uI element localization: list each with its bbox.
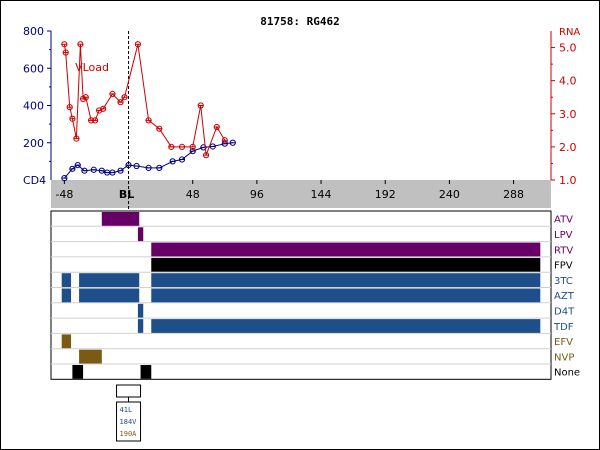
baseline-label: BL — [119, 188, 134, 201]
cd4-tick-label: 200 — [23, 137, 44, 150]
series-line-cd4 — [64, 142, 233, 179]
rna-tick-label: 2.0 — [559, 141, 577, 154]
x-tick-label: -48 — [55, 188, 73, 201]
drug-bar-d4t — [137, 303, 144, 318]
drug-label-atv: ATV — [554, 215, 573, 226]
cd4-axis-label: CD4 — [23, 174, 46, 187]
cd4-tick-label: 400 — [23, 100, 44, 113]
x-axis-band — [51, 180, 551, 208]
drug-bar-none — [72, 365, 84, 379]
cd4-tick-label: 600 — [23, 62, 44, 75]
rna-tick-label: 5.0 — [559, 42, 577, 55]
drug-bar-rtv — [151, 242, 541, 257]
drug-bar-3tc — [61, 273, 72, 287]
x-tick-label: 96 — [250, 188, 264, 201]
drug-label-fpv: FPV — [554, 261, 573, 272]
drug-label-lpv: LPV — [554, 230, 573, 241]
chart-title: 81758: RG462 — [260, 15, 339, 28]
x-tick-label: 144 — [311, 188, 332, 201]
x-tick-label: 192 — [375, 188, 396, 201]
mutation-marker — [116, 384, 142, 398]
drug-bar-3tc — [79, 273, 140, 287]
x-tick-label: 48 — [186, 188, 200, 201]
drug-label-none: None — [554, 368, 580, 379]
rna-tick-label: 4.0 — [559, 75, 577, 88]
drug-bar-azt — [151, 288, 541, 303]
drug-bar-none — [140, 365, 152, 379]
drug-label-efv: EFV — [554, 337, 573, 348]
drug-bar-fpv — [151, 257, 541, 272]
vload-annotation: VLoad — [75, 61, 109, 74]
drug-label-nvp: NVP — [554, 352, 574, 363]
drug-bar-atv — [101, 212, 140, 226]
rna-tick-label: 1.0 — [559, 174, 577, 187]
x-tick-label: 288 — [503, 188, 524, 201]
drug-label-d4t: D4T — [554, 306, 575, 317]
drug-bar-tdf — [151, 319, 541, 333]
drug-bar-3tc — [151, 273, 541, 287]
drug-label-3tc: 3TC — [554, 276, 573, 287]
mutation-label: 190A — [120, 430, 138, 438]
drug-bar-nvp — [79, 349, 102, 364]
mutation-label: 41L — [120, 406, 133, 414]
mutation-list-box — [116, 401, 142, 442]
x-tick-label: 240 — [439, 188, 460, 201]
drug-bar-efv — [61, 334, 72, 349]
drug-label-azt: AZT — [554, 291, 575, 302]
drug-bar-azt — [61, 288, 72, 303]
drug-label-rtv: RTV — [554, 245, 573, 256]
mutation-label: 184V — [120, 418, 138, 426]
rna-axis-label: RNA — [559, 27, 580, 38]
drug-bar-lpv — [137, 227, 144, 242]
drug-bar-azt — [79, 288, 140, 303]
drug-bar-tdf — [137, 319, 144, 333]
cd4-tick-label: 800 — [23, 25, 44, 38]
rna-tick-label: 3.0 — [559, 108, 577, 121]
drug-label-tdf: TDF — [553, 322, 574, 333]
